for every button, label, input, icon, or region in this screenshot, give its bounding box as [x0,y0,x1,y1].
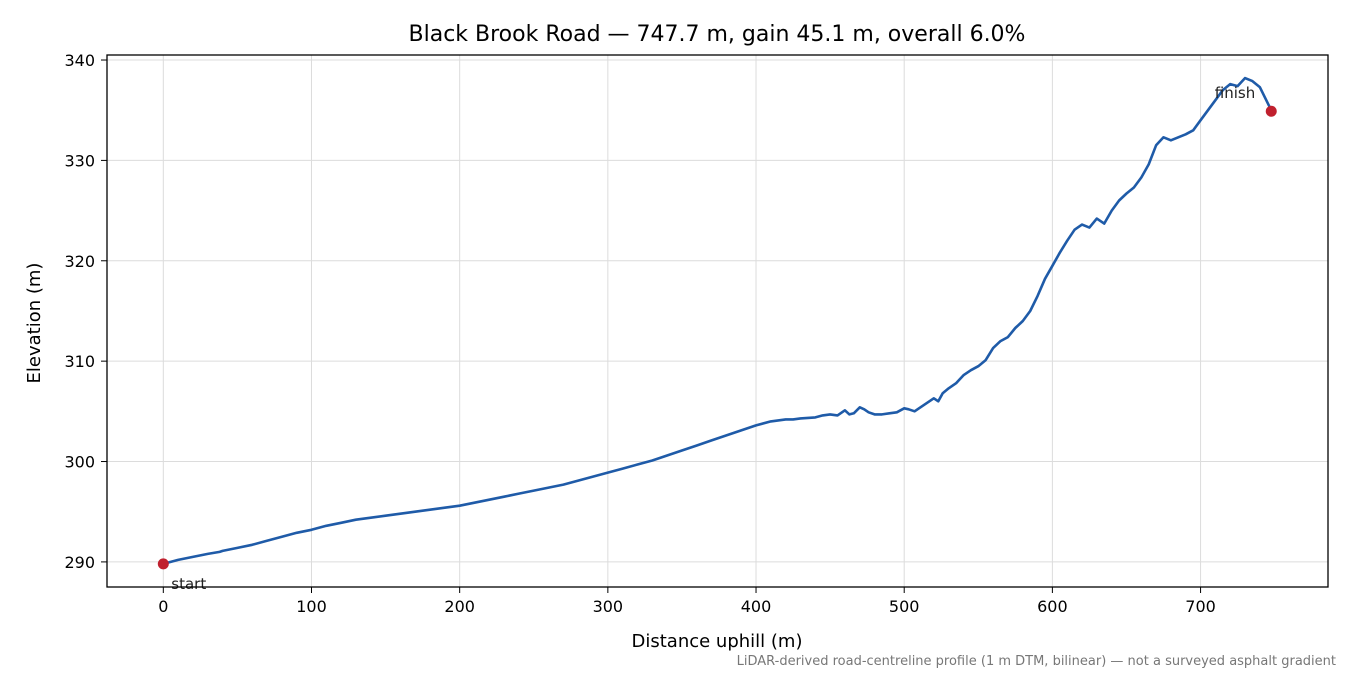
y-tick-label: 290 [64,553,95,572]
finish-marker [1265,105,1277,117]
start-marker [157,558,169,570]
y-tick-label: 310 [64,352,95,371]
grid-lines [107,55,1328,587]
x-tick-label: 400 [741,597,772,616]
chart-title: Black Brook Road — 747.7 m, gain 45.1 m,… [409,22,1026,47]
y-tick-label: 330 [64,151,95,170]
x-tick-label: 0 [158,597,168,616]
plot-frame [106,54,1329,588]
x-axis-label: Distance uphill (m) [632,631,803,652]
axis-ticks: 0 100 200 300 400 500 600 700 290 300 310 320 330 340 [64,51,1215,616]
finish-annotation: finish [1215,84,1255,102]
y-tick-label: 300 [64,453,95,472]
y-axis-label: Elevation (m) [24,263,45,384]
x-tick-label: 300 [593,597,624,616]
x-tick-label: 600 [1037,597,1068,616]
x-tick-label: 500 [889,597,920,616]
x-tick-label: 200 [444,597,475,616]
y-tick-label: 340 [64,51,95,70]
x-tick-label: 100 [296,597,327,616]
start-annotation: start [171,575,206,593]
x-tick-label: 700 [1185,597,1216,616]
footnote: LiDAR-derived road-centreline profile (1… [737,654,1336,669]
y-tick-label: 320 [64,252,95,271]
elevation-line [162,76,1273,566]
series-layer: start finish [157,76,1277,593]
